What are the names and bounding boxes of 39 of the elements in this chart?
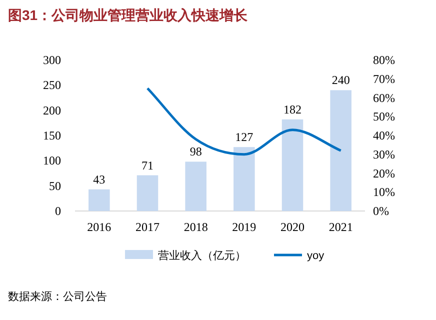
legend-label: yoy (307, 250, 325, 262)
y2-tick-label: 0% (373, 204, 389, 218)
y-tick-label: 300 (43, 53, 61, 67)
x-tick-label: 2018 (184, 220, 208, 234)
bar (136, 175, 158, 211)
bar (330, 90, 352, 211)
y2-tick-label: 50% (373, 110, 395, 124)
data-label: 98 (190, 144, 202, 159)
y-tick-label: 150 (43, 128, 61, 142)
y2-tick-label: 40% (373, 128, 395, 142)
data-label: 71 (142, 158, 154, 172)
source-note: 数据来源：公司公告 (8, 290, 107, 303)
x-tick-label: 2021 (328, 220, 353, 234)
bar (185, 162, 206, 211)
y2-tick-label: 60% (373, 90, 395, 105)
y-tick-label: 0 (55, 204, 61, 218)
y-tick-label: 200 (43, 103, 61, 118)
bar (88, 189, 110, 211)
chart-title: 图31：公司物业管理营业收入快速增长 (8, 7, 249, 23)
data-label: 43 (93, 172, 106, 186)
y2-tick-label: 80% (373, 53, 395, 67)
x-tick-label: 2019 (232, 220, 256, 234)
y-tick-label: 100 (43, 154, 61, 168)
line-series (146, 87, 342, 156)
data-label: 127 (235, 130, 254, 144)
legend-label: 营业收入（亿元） (158, 249, 246, 262)
y-tick-label: 50 (49, 178, 61, 193)
bar (234, 147, 255, 211)
y2-tick-label: 30% (373, 147, 395, 162)
x-tick-label: 2016 (87, 220, 112, 234)
x-tick-label: 2017 (136, 220, 160, 234)
y2-tick-label: 70% (373, 72, 395, 86)
y2-tick-label: 10% (373, 185, 395, 200)
data-label: 182 (284, 102, 302, 116)
x-tick-label: 2020 (280, 220, 304, 234)
data-label: 240 (332, 73, 350, 88)
y-tick-label: 250 (43, 78, 61, 92)
y2-tick-label: 20% (373, 166, 395, 180)
bar (282, 119, 304, 211)
